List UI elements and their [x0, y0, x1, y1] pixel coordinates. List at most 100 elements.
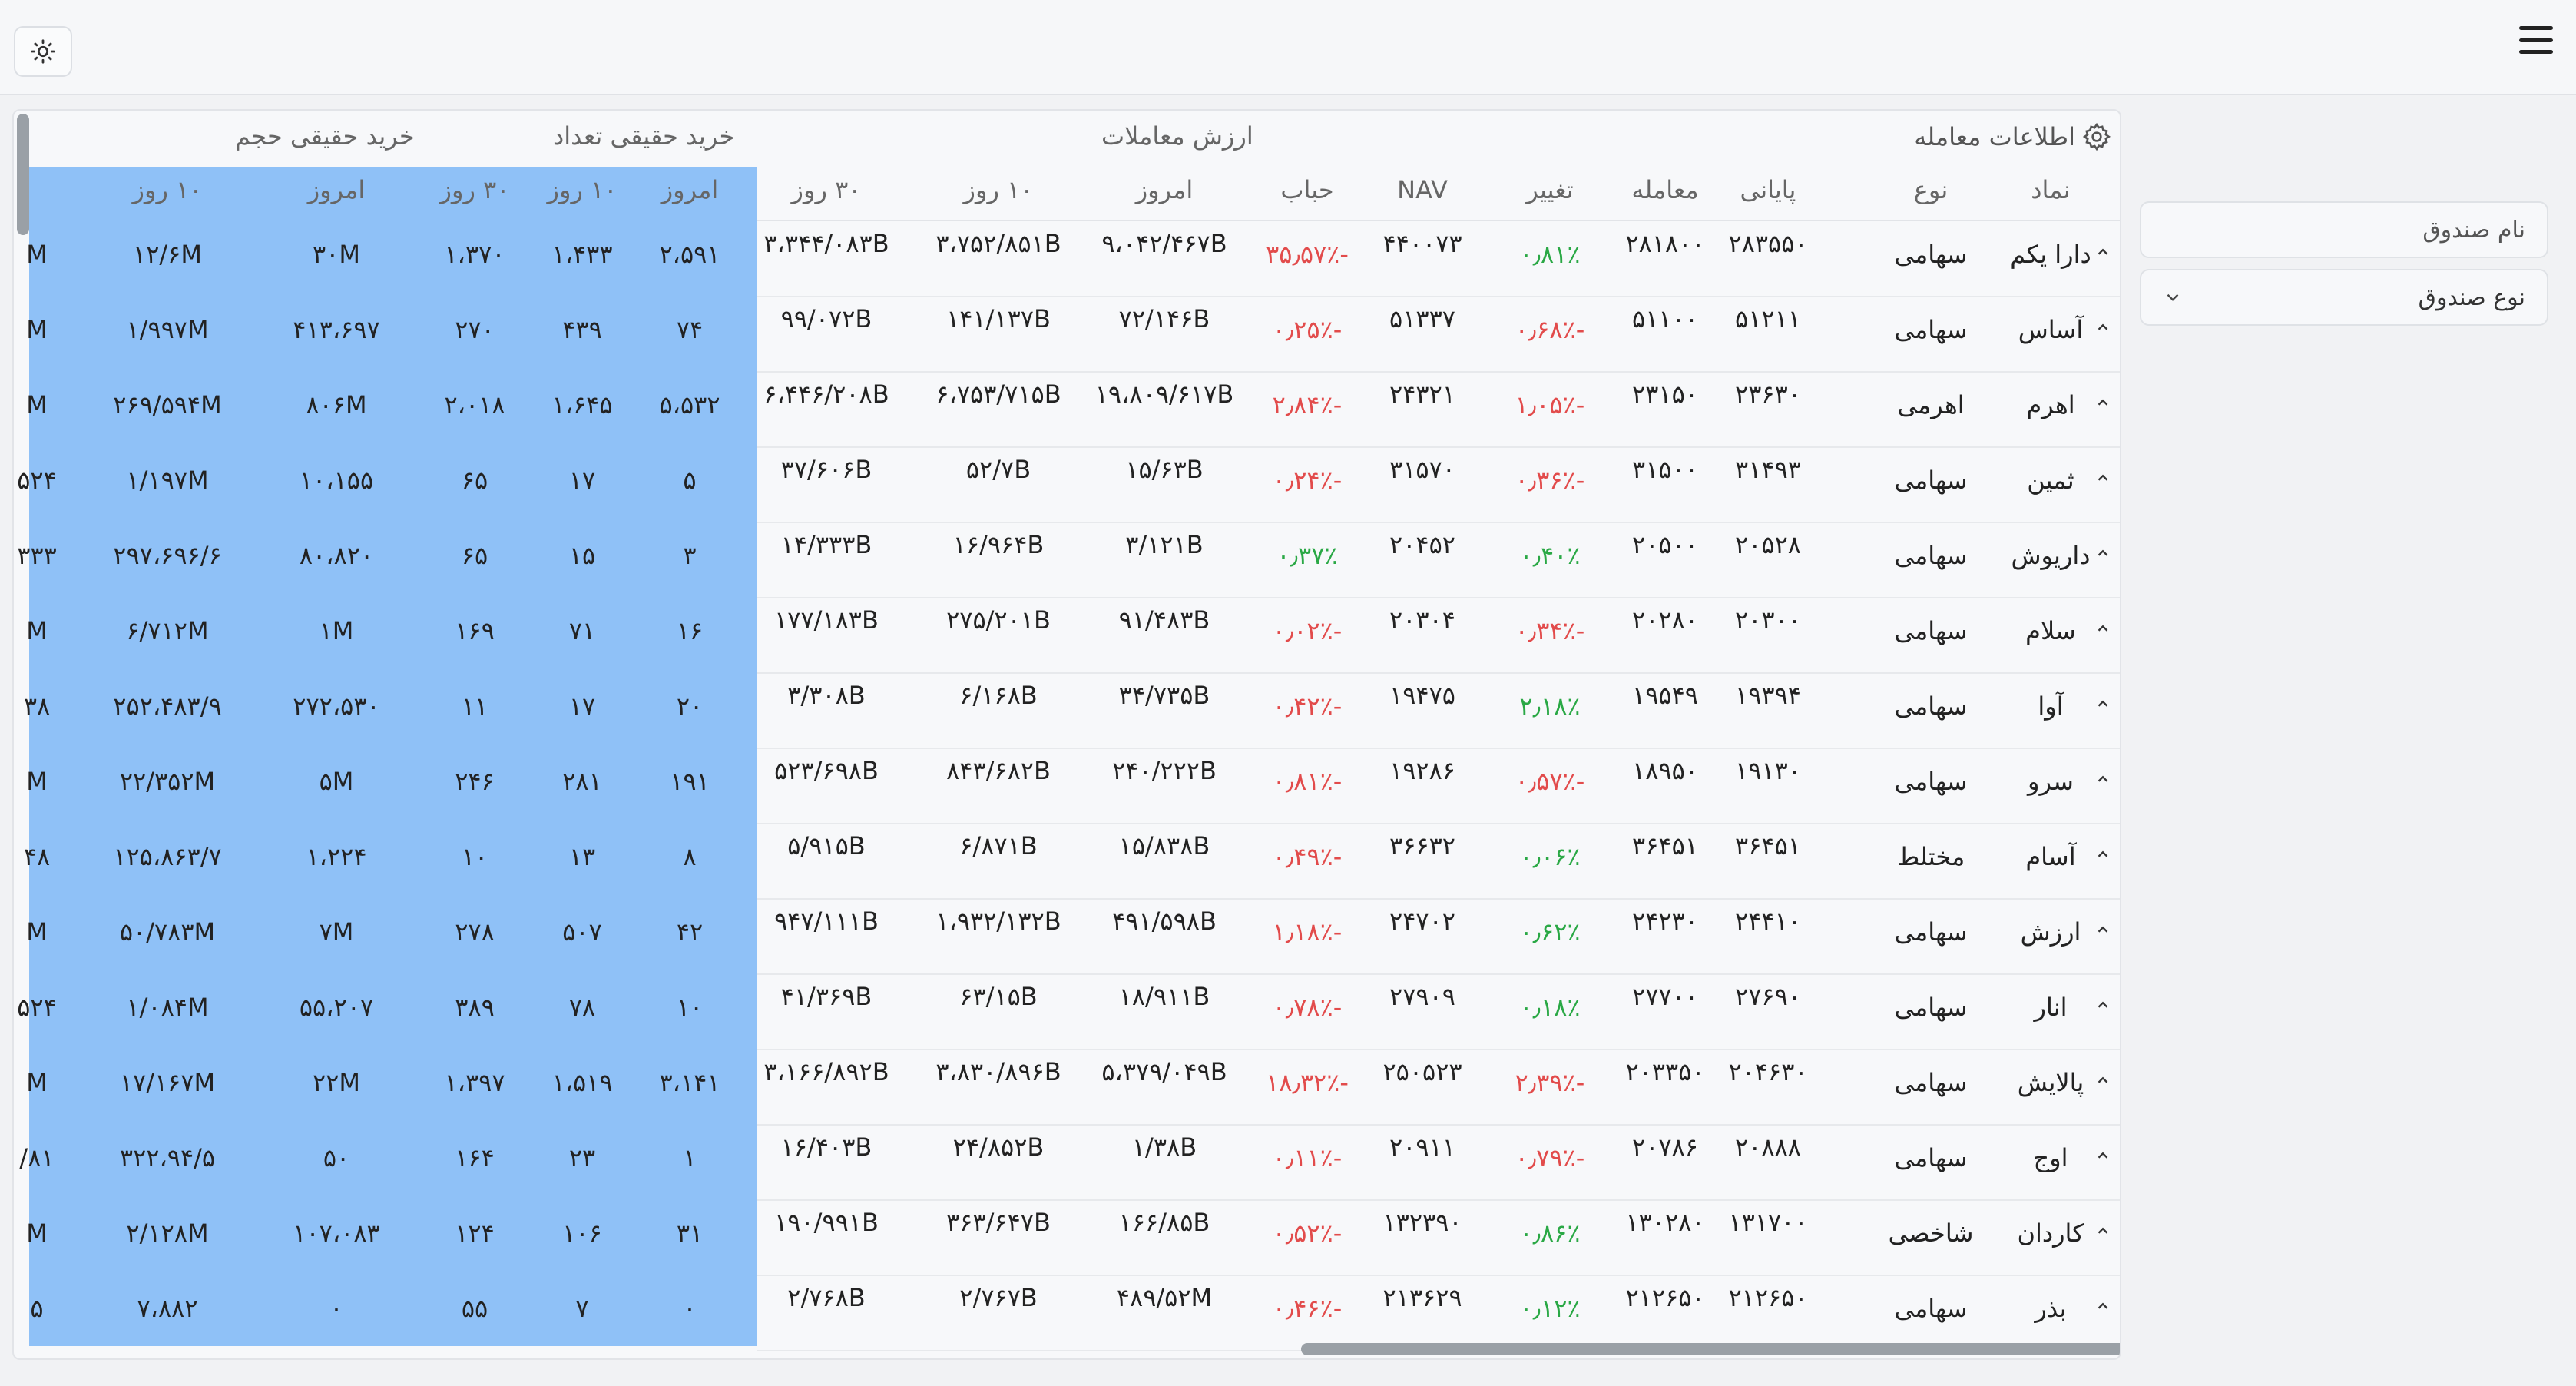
- cell-rc-today: ۰: [683, 1294, 697, 1323]
- cell-symbol[interactable]: دارا یکم: [2010, 240, 2091, 269]
- cell-tv-today: ۹،۰۴۲/۴۶۷B: [1101, 229, 1227, 258]
- cell-symbol[interactable]: داریوش: [2011, 541, 2091, 570]
- cell-tv-today: ۹۱/۴۸۳B: [1118, 605, 1210, 635]
- cell-rc-10d: ۱۵: [568, 541, 596, 570]
- vertical-scrollbar[interactable]: [17, 114, 29, 235]
- cell-symbol[interactable]: آساس: [2018, 315, 2084, 344]
- header-rc-today[interactable]: امروز: [661, 175, 719, 204]
- cell-tv-10d: ۳۶۳/۶۴۷B: [946, 1208, 1051, 1237]
- cell-rv-30d: M: [26, 240, 48, 269]
- expand-row-chevron-icon[interactable]: [2092, 1145, 2114, 1166]
- row-divider: [757, 446, 2120, 448]
- cell-tv-10d: ۶/۸۷۱B: [959, 831, 1038, 860]
- cell-type: سهامی: [1894, 917, 1968, 947]
- cell-rc-today: ۲،۵۹۱: [659, 240, 720, 269]
- cell-tv-30d: ۳/۳۰۸B: [787, 681, 866, 710]
- cell-tv-30d: ۱۷۷/۱۸۳B: [774, 605, 879, 635]
- cell-rv-10d: ۲۵۲،۴۸۳/۹: [113, 691, 222, 721]
- header-tv-30d[interactable]: ۳۰ روز: [791, 175, 862, 204]
- cell-bubble: -۰٫۴۶٪: [1272, 1294, 1343, 1323]
- cell-nav: ۲۷۹۰۹: [1389, 982, 1455, 1011]
- cell-symbol[interactable]: اهرم: [2026, 390, 2075, 419]
- row-divider: [757, 522, 2120, 523]
- cell-tv-today: ۱۹،۸۰۹/۶۱۷B: [1094, 380, 1234, 409]
- cell-symbol[interactable]: ثمین: [2027, 466, 2074, 495]
- cell-symbol[interactable]: بذر: [2035, 1294, 2067, 1323]
- cell-symbol[interactable]: ارزش: [2020, 917, 2081, 947]
- cell-symbol[interactable]: کاردان: [2017, 1219, 2084, 1248]
- expand-row-chevron-icon[interactable]: [2092, 919, 2114, 940]
- theme-toggle-button[interactable]: [14, 26, 72, 77]
- expand-row-chevron-icon[interactable]: [2092, 844, 2114, 865]
- header-rc-10d[interactable]: ۱۰ روز: [547, 175, 618, 204]
- cell-tv-today: ۱۶۶/۸۵B: [1118, 1208, 1210, 1237]
- header-rv-10d[interactable]: ۱۰ روز: [132, 175, 203, 204]
- cell-tv-30d: ۱۹۰/۹۹۱B: [774, 1208, 879, 1237]
- cell-tv-today: ۴۸۹/۵۲M: [1116, 1283, 1213, 1312]
- header-change[interactable]: تغییر: [1526, 175, 1574, 204]
- cell-rv-today: ۸۰۶M: [306, 390, 367, 419]
- header-trade[interactable]: معامله: [1631, 175, 1699, 204]
- fund-name-input[interactable]: نام صندوق: [2140, 201, 2548, 258]
- cell-tv-30d: ۳،۱۶۶/۸۹۲B: [763, 1057, 889, 1086]
- expand-row-chevron-icon[interactable]: [2092, 241, 2114, 263]
- cell-type: شاخصی: [1888, 1219, 1974, 1248]
- header-type[interactable]: نوع: [1913, 175, 1949, 204]
- header-rv-today[interactable]: امروز: [307, 175, 366, 204]
- cell-rv-today: ۵M: [319, 767, 354, 796]
- cell-final: ۲۰۸۸۸: [1735, 1132, 1801, 1162]
- cell-symbol[interactable]: پالایش: [2017, 1068, 2084, 1097]
- expand-row-chevron-icon[interactable]: [2092, 994, 2114, 1016]
- expand-row-chevron-icon[interactable]: [2092, 392, 2114, 413]
- expand-row-chevron-icon[interactable]: [2092, 618, 2114, 639]
- cell-tv-10d: ۱،۹۳۲/۱۳۲B: [935, 907, 1061, 936]
- cell-bubble: -۰٫۷۸٪: [1272, 993, 1343, 1022]
- gear-icon[interactable]: [2081, 121, 2112, 152]
- cell-symbol[interactable]: اوج: [2033, 1143, 2068, 1172]
- cell-rv-30d: ۴۸: [23, 842, 51, 871]
- cell-rc-10d: ۷: [575, 1294, 589, 1323]
- cell-type: سهامی: [1894, 240, 1968, 269]
- horizontal-scrollbar[interactable]: [1301, 1343, 2120, 1355]
- expand-row-chevron-icon[interactable]: [2092, 693, 2114, 715]
- header-bubble[interactable]: حباب: [1280, 175, 1334, 204]
- cell-symbol[interactable]: انار: [2034, 993, 2068, 1022]
- cell-rc-30d: ۱۱: [461, 691, 488, 721]
- expand-row-chevron-icon[interactable]: [2092, 467, 2114, 489]
- cell-rc-10d: ۱،۵۱۹: [551, 1068, 613, 1097]
- header-rc-30d[interactable]: ۳۰ روز: [439, 175, 510, 204]
- cell-trade: ۲۰۳۳۵۰: [1625, 1057, 1705, 1086]
- header-final[interactable]: پایانی: [1740, 175, 1796, 204]
- header-tv-10d[interactable]: ۱۰ روز: [963, 175, 1034, 204]
- header-nav[interactable]: NAV: [1397, 175, 1448, 204]
- expand-row-chevron-icon[interactable]: [2092, 1220, 2114, 1242]
- cell-rc-today: ۵: [683, 466, 697, 495]
- expand-row-chevron-icon[interactable]: [2092, 542, 2114, 564]
- header-tv-today[interactable]: امروز: [1135, 175, 1194, 204]
- cell-symbol[interactable]: سلام: [2025, 616, 2076, 645]
- expand-row-chevron-icon[interactable]: [2092, 1069, 2114, 1091]
- hamburger-menu-icon[interactable]: [2513, 23, 2559, 57]
- cell-rc-today: ۱۶: [676, 616, 704, 645]
- cell-tv-30d: ۱۴/۳۳۳B: [780, 530, 872, 559]
- cell-rc-today: ۷۴: [676, 315, 704, 344]
- top-bar: [0, 0, 2576, 95]
- cell-tv-today: ۱۵/۶۳B: [1125, 455, 1204, 484]
- cell-trade: ۵۱۱۰۰: [1632, 304, 1698, 333]
- cell-nav: ۲۵۰۵۲۳: [1382, 1057, 1462, 1086]
- funds-table: اطلاعات معامله ارزش معاملات خرید حقیقی ت…: [12, 109, 2121, 1360]
- cell-tv-today: ۳/۱۲۱B: [1125, 530, 1204, 559]
- expand-row-chevron-icon[interactable]: [2092, 1295, 2114, 1317]
- expand-row-chevron-icon[interactable]: [2092, 317, 2114, 338]
- expand-row-chevron-icon[interactable]: [2092, 768, 2114, 790]
- cell-tv-today: ۲۴۰/۲۲۲B: [1112, 756, 1217, 785]
- cell-symbol[interactable]: آسام: [2025, 842, 2076, 871]
- fund-type-select[interactable]: نوع صندوق: [2140, 269, 2548, 326]
- cell-symbol[interactable]: آوا: [2038, 691, 2064, 721]
- header-symbol[interactable]: نماد: [2031, 175, 2071, 204]
- cell-symbol[interactable]: سرو: [2028, 767, 2074, 796]
- cell-change: -۲٫۳۹٪: [1515, 1068, 1585, 1097]
- cell-rc-30d: ۵۵: [461, 1294, 488, 1323]
- cell-rc-today: ۳،۱۴۱: [659, 1068, 720, 1097]
- row-divider: [757, 823, 2120, 824]
